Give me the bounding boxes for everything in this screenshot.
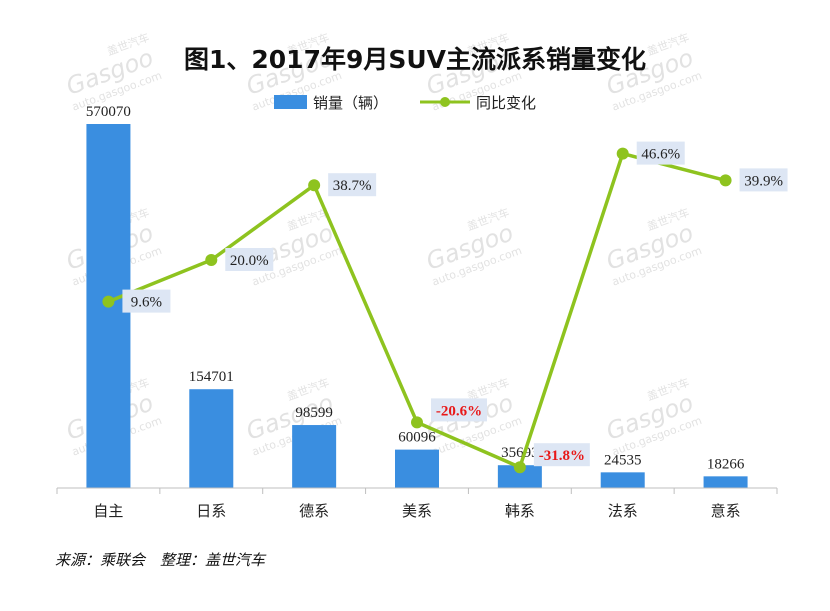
category-label: 日系: [196, 502, 226, 520]
bar-value-label: 18266: [707, 456, 745, 472]
bar-日系: [189, 389, 234, 488]
bar-美系: [395, 449, 439, 488]
line-value-label: 38.7%: [333, 178, 372, 194]
category-label: 德系: [299, 502, 329, 520]
line-value-label: 39.9%: [744, 173, 783, 189]
bar-德系: [292, 425, 337, 488]
line-point: [205, 254, 218, 266]
line-value-label: 20.0%: [230, 253, 269, 269]
line-value-label: 9.6%: [131, 295, 162, 311]
line-label-bg: [122, 289, 171, 313]
line-label-bg: [328, 173, 377, 197]
line-value-label: -20.6%: [436, 403, 482, 419]
bar-韩系: [497, 465, 542, 488]
category-label: 美系: [402, 502, 432, 520]
line-point: [102, 295, 115, 308]
source-note: 来源：乘联会 整理：盖世汽车: [55, 551, 267, 569]
line-point: [411, 416, 423, 429]
line-label-bg: [225, 248, 274, 271]
x-axis-ticks: [56, 488, 778, 494]
legend-line-label: 同比变化: [476, 94, 536, 112]
line-point: [616, 147, 629, 160]
bar-value-label: 570070: [86, 104, 131, 120]
bar-value-label: 60096: [398, 430, 436, 446]
category-label: 意系: [711, 502, 741, 520]
line-point: [308, 179, 321, 192]
category-label: 法系: [608, 502, 638, 520]
category-labels: 自主 日系 德系 美系 韩系 法系 意系: [93, 502, 740, 520]
line-series: 9.6% 20.0% 38.7% -20.6% -31.8% 46.6% 39.9%: [102, 141, 788, 474]
line-label-bg: [431, 398, 487, 422]
line-point: [513, 461, 526, 474]
category-label: 韩系: [505, 502, 535, 520]
bar-value-label: 98599: [295, 405, 333, 421]
chart-title: 图1、2017年9月SUV主流派系销量变化: [184, 45, 646, 74]
legend-line-marker: [440, 97, 450, 107]
category-label: 自主: [93, 502, 123, 520]
bar-series: 570070 154701 98599 60096 35693 24535 18266: [86, 104, 748, 488]
line-label-bg: [636, 141, 685, 165]
legend: 销量（辆） 同比变化: [274, 94, 536, 112]
legend-bar-swatch: [274, 95, 307, 109]
line-value-label: 46.6%: [641, 147, 680, 163]
bar-value-label: 154701: [189, 369, 234, 385]
bar-意系: [703, 476, 748, 488]
legend-bar-label: 销量（辆）: [313, 94, 388, 112]
line-value-label: -31.8%: [539, 448, 585, 464]
line-point: [719, 174, 732, 187]
bar-value-label: 24535: [604, 452, 642, 468]
bar-法系: [600, 472, 645, 488]
bar-value-label: 35693: [501, 445, 539, 461]
line-label-bg: [739, 168, 788, 192]
line-label-bg: [533, 443, 590, 467]
